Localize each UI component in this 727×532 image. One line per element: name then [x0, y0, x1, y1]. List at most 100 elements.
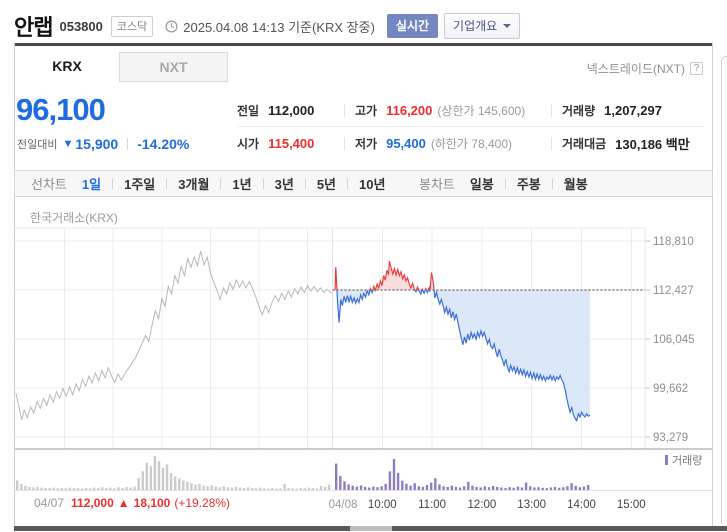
- volume-bar-today: [541, 487, 544, 490]
- company-overview-button[interactable]: 기업개요: [444, 13, 521, 39]
- volume-bar-prev: [283, 483, 286, 490]
- price-line-today-down: [334, 290, 591, 423]
- volume-bar-today: [339, 476, 342, 491]
- x-axis-label: 11:00: [418, 499, 446, 511]
- prev-day-close: 112,000: [71, 496, 114, 510]
- volume-bar-prev: [121, 488, 124, 490]
- volume-bar-today: [425, 485, 429, 490]
- volume-bar-prev: [186, 481, 189, 490]
- volume-bar-prev: [153, 456, 157, 490]
- realtime-button[interactable]: 실시간: [386, 14, 439, 38]
- volume-bar-prev: [275, 488, 278, 490]
- page-header: 안랩 053800 코스닥 2025.04.08 14:13 기준(KRX 장중…: [14, 10, 521, 42]
- volume-bar-prev: [117, 487, 120, 490]
- high-label: 고가: [355, 103, 378, 118]
- candle-chart-group-label: 봉차트: [419, 177, 455, 192]
- volume-bar-prev: [234, 486, 238, 490]
- y-axis-label: 93,279: [653, 432, 688, 444]
- period-tab-5[interactable]: 5년: [316, 177, 337, 192]
- volume-bar-today: [405, 483, 408, 490]
- period-tab-4[interactable]: 3년: [274, 177, 294, 192]
- period-tab-3[interactable]: 1년: [232, 177, 252, 192]
- volume-bar-prev: [44, 488, 47, 490]
- volume-bar-today: [537, 487, 540, 490]
- volume-bar-today: [479, 487, 482, 490]
- volume-bar-today: [388, 471, 392, 490]
- exchange-label: 한국거래소(KRX): [30, 211, 118, 225]
- volume-bar-prev: [222, 486, 225, 490]
- period-tab-1[interactable]: 1주일: [124, 177, 156, 192]
- content-box-right-border: [712, 43, 713, 531]
- volume-bar-prev: [125, 486, 128, 490]
- volume-bar-today: [475, 486, 478, 490]
- help-icon[interactable]: ?: [690, 62, 703, 75]
- volume-bar-today: [508, 487, 511, 490]
- volume-bar-today: [421, 486, 425, 490]
- volume-bar-prev: [76, 488, 80, 490]
- volume-bar-prev: [97, 488, 100, 490]
- price-chart: 118,810 112,427 106,045 99,662 93,279 04/08 10…: [15, 227, 712, 511]
- candle-tab-0[interactable]: 일봉: [469, 177, 494, 192]
- price-line-prev-day: [15, 250, 333, 421]
- summary-row-1: 전일 112,000 고가 116,200 (상한가 145,600) 거래량 1,20…: [237, 97, 703, 123]
- period-tab-6[interactable]: 10년: [359, 177, 386, 192]
- volume-bar-today: [558, 487, 561, 490]
- volume-bar-prev: [246, 487, 250, 490]
- volume-bar-prev: [206, 486, 209, 490]
- volume-bar-prev: [149, 466, 153, 490]
- volume-bar-prev: [36, 486, 39, 490]
- volume-bar-today: [450, 485, 453, 490]
- area-below-prev-close: [335, 290, 590, 421]
- volume-bar-prev: [80, 488, 84, 490]
- volume-bar-today: [520, 487, 524, 490]
- volume-bar-prev: [52, 487, 55, 490]
- volume-bar-prev: [214, 486, 217, 490]
- period-tab-2[interactable]: 3개월: [178, 177, 210, 192]
- volume-value: 1,207,297: [604, 102, 662, 118]
- volume-legend: 거래량: [665, 452, 702, 468]
- volume-bar-prev: [198, 483, 201, 490]
- volume-bar-prev: [182, 480, 185, 490]
- volume-bar-prev: [105, 488, 108, 490]
- volume-bar-today: [434, 478, 437, 490]
- volume-bar-today: [467, 481, 470, 490]
- candle-tab-2[interactable]: 월봉: [563, 177, 588, 192]
- volume-bar-prev: [238, 487, 242, 490]
- tab-krx[interactable]: KRX: [15, 52, 120, 82]
- candle-tab-1[interactable]: 주봉: [516, 177, 541, 192]
- resize-handle[interactable]: [350, 526, 392, 531]
- content-box-left-border: [14, 43, 15, 531]
- area-above-prev-close: [335, 261, 590, 290]
- tab-nxt[interactable]: NXT: [120, 52, 228, 82]
- line-chart-group: 선차트 1일 1주일 3개월 1년 3년 5년 10년: [31, 171, 387, 196]
- chart-resize-bar: [14, 526, 727, 531]
- company-overview-label: 기업개요: [453, 19, 498, 33]
- period-tab-0[interactable]: 1일: [81, 177, 102, 192]
- divider: [220, 178, 222, 189]
- volume-bar-prev: [303, 488, 306, 490]
- volume-bar-today: [549, 487, 553, 490]
- volume-bar-today: [483, 486, 486, 490]
- volume-bar-today: [417, 486, 420, 490]
- volume-bar-prev: [311, 488, 315, 490]
- volume-bar-prev: [165, 464, 169, 490]
- volume-bar-prev: [279, 488, 282, 490]
- change-value: 15,900: [75, 136, 119, 152]
- current-price: 96,100: [16, 92, 106, 127]
- volume-legend-label: 거래량: [672, 455, 703, 467]
- volume-bar-prev: [319, 485, 323, 490]
- down-arrow-icon: ▼: [62, 138, 74, 150]
- volume-bar-prev: [259, 487, 262, 490]
- x-axis-label: 13:00: [517, 499, 546, 511]
- datetime-label: 2025.04.08 14:13 기준(KRX 장중): [183, 19, 375, 35]
- volume-bar-prev: [202, 485, 205, 490]
- y-axis-label: 106,045: [653, 334, 695, 346]
- up-arrow-icon: ▲: [117, 496, 130, 510]
- volume-bar-prev: [20, 483, 23, 490]
- candle-chart-group: 봉차트 일봉 주봉 월봉: [419, 171, 590, 196]
- volume-bar-today: [582, 486, 586, 490]
- volume-bar-prev: [32, 487, 35, 490]
- volume-bar-today: [363, 486, 367, 490]
- volume-bar-prev: [93, 487, 96, 490]
- volume-bar-today: [463, 486, 466, 490]
